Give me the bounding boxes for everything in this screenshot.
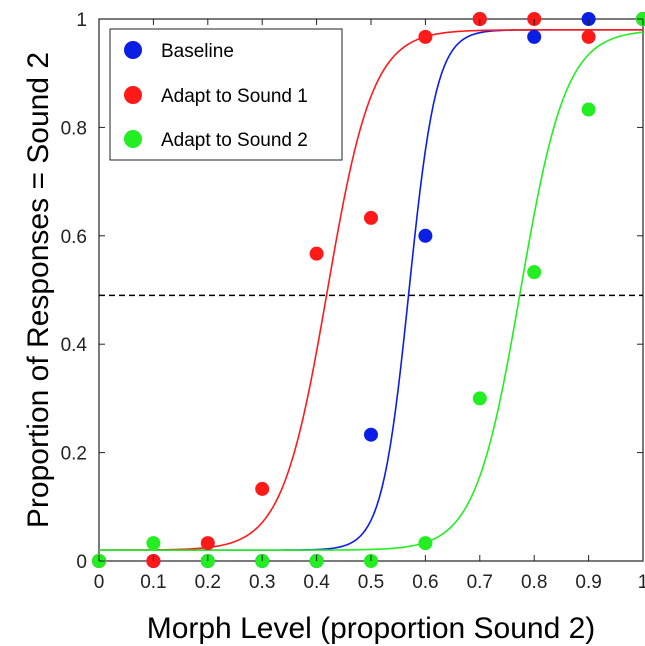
data-point-adapt-to-sound-1 <box>418 29 433 44</box>
fit-curve-adapt-to-sound-1 <box>99 29 643 551</box>
data-point-adapt-to-sound-1 <box>255 481 270 496</box>
legend-box <box>109 28 343 161</box>
data-point-baseline <box>364 427 378 442</box>
data-point-adapt-to-sound-2 <box>472 391 487 406</box>
fit-curve-layer <box>99 29 644 551</box>
data-point-adapt-to-sound-1 <box>200 536 215 551</box>
x-tick-label: 0.1 <box>140 572 166 593</box>
legend-marker-adapt-sound-1 <box>124 86 142 104</box>
x-tick-label: 0.3 <box>249 572 275 593</box>
x-axis-ticks: 0 0.1 0.2 0.3 0.4 0.5 0.6 0.7 0.8 0.9 1 <box>94 19 645 593</box>
x-tick-label: 0.4 <box>303 572 330 593</box>
x-tick-label: 0 <box>94 572 105 593</box>
data-point-baseline <box>418 228 433 243</box>
x-tick-label: 0.2 <box>195 572 221 593</box>
data-point-adapt-to-sound-2 <box>146 536 161 551</box>
y-tick-label: 1 <box>76 10 87 31</box>
data-point-baseline <box>527 29 542 44</box>
data-point-adapt-to-sound-2 <box>527 265 542 280</box>
x-tick-label: 0.8 <box>521 572 547 593</box>
data-point-adapt-to-sound-2 <box>418 536 433 551</box>
fit-curve-adapt-to-sound-2 <box>99 31 644 551</box>
x-axis-label: Morph Level (proportion Sound 2) <box>147 612 596 645</box>
y-tick-label: 0.8 <box>61 118 87 139</box>
x-tick-label: 0.9 <box>575 572 601 593</box>
x-tick-label: 0.6 <box>412 572 438 593</box>
data-point-adapt-to-sound-1 <box>364 210 378 225</box>
x-tick-label: 0.5 <box>358 572 384 593</box>
legend-marker-baseline <box>124 41 142 59</box>
y-tick-label: 0.2 <box>61 444 87 465</box>
y-tick-label: 0.4 <box>61 335 88 356</box>
y-tick-label: 0 <box>76 552 87 573</box>
legend: Baseline Adapt to Sound 1 Adapt to Sound… <box>109 28 343 161</box>
x-tick-label: 0.7 <box>467 572 493 593</box>
x-tick-label: 1 <box>638 572 645 593</box>
data-point-adapt-to-sound-1 <box>309 246 324 261</box>
y-axis-ticks: 0 0.2 0.4 0.6 0.8 1 <box>61 10 643 573</box>
legend-marker-adapt-sound-2 <box>124 130 142 148</box>
legend-label-adapt-sound-1: Adapt to Sound 1 <box>161 86 308 107</box>
data-point-adapt-to-sound-1 <box>581 29 596 44</box>
data-point-adapt-to-sound-2 <box>581 102 596 117</box>
y-tick-label: 0.6 <box>61 227 87 248</box>
legend-label-baseline: Baseline <box>161 41 234 62</box>
legend-label-adapt-sound-2: Adapt to Sound 2 <box>161 130 308 151</box>
y-axis-label: Proportion of Responses = Sound 2 <box>22 52 55 528</box>
